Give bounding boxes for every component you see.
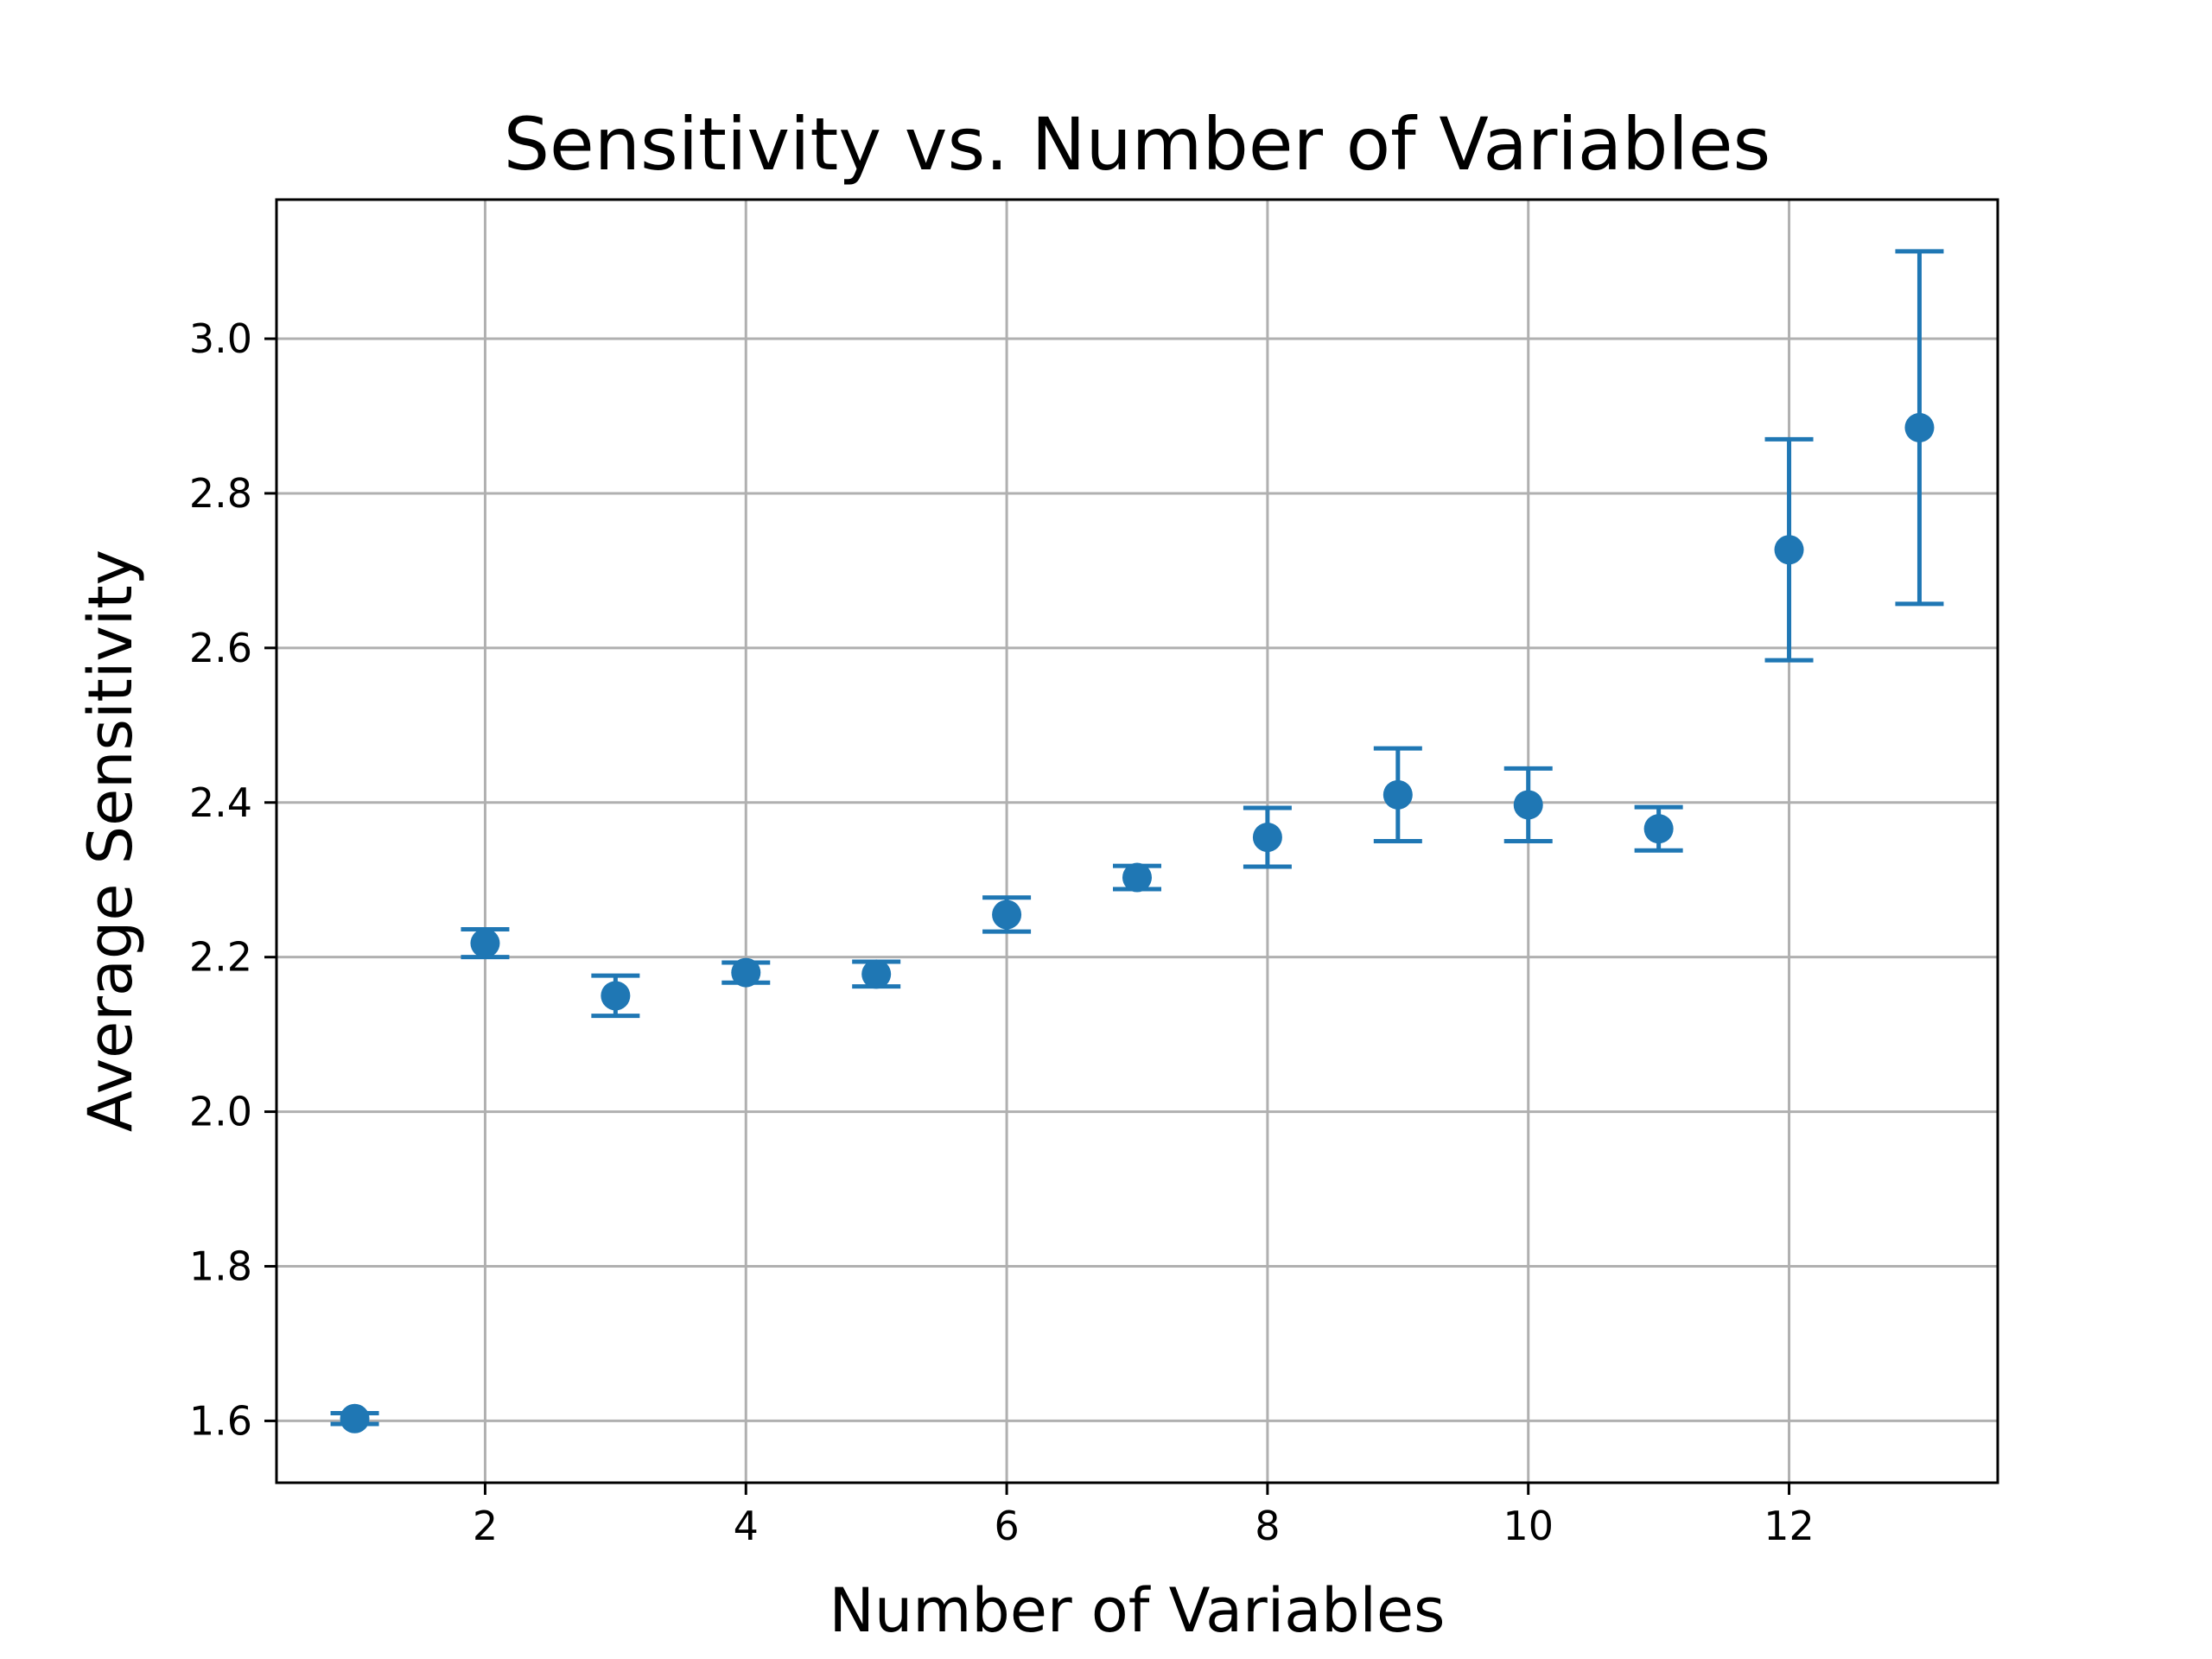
data-points <box>340 412 1935 1433</box>
x-tick-label: 8 <box>1255 1503 1280 1549</box>
data-point <box>601 981 631 1011</box>
data-point <box>731 957 761 988</box>
data-point <box>470 928 500 958</box>
chart-title: Sensitivity vs. Number of Variables <box>504 102 1771 187</box>
x-tick-label: 12 <box>1764 1503 1815 1549</box>
data-point <box>1643 814 1674 844</box>
x-tick-label: 6 <box>994 1503 1019 1549</box>
axis-ticks: 2 4 6 8 10 12 1.6 1.8 2.0 2.2 2.4 2.6 2.8 3.0 <box>189 315 1815 1549</box>
y-tick-label: 1.6 <box>189 1397 252 1444</box>
data-point <box>1122 862 1152 893</box>
data-point <box>861 959 892 989</box>
y-tick-label: 2.8 <box>189 470 252 517</box>
data-point <box>1513 790 1543 820</box>
x-tick-label: 10 <box>1503 1503 1554 1549</box>
y-axis-label: Average Sensitivity <box>75 550 146 1132</box>
data-point <box>1382 779 1413 810</box>
y-tick-label: 1.8 <box>189 1243 252 1290</box>
data-point <box>340 1403 370 1433</box>
y-tick-label: 3.0 <box>189 315 252 362</box>
y-tick-label: 2.4 <box>189 779 252 826</box>
data-point <box>1774 535 1804 565</box>
x-tick-label: 2 <box>473 1503 498 1549</box>
data-point <box>1252 823 1282 853</box>
x-tick-label: 4 <box>734 1503 759 1549</box>
y-tick-label: 2.6 <box>189 625 252 671</box>
plot-frame <box>275 198 1999 1484</box>
y-tick-label: 2.0 <box>189 1089 252 1135</box>
data-point <box>1904 412 1935 442</box>
data-point <box>992 899 1022 930</box>
x-axis-label: Number of Variables <box>829 1575 1445 1646</box>
y-tick-label: 2.2 <box>189 934 252 981</box>
